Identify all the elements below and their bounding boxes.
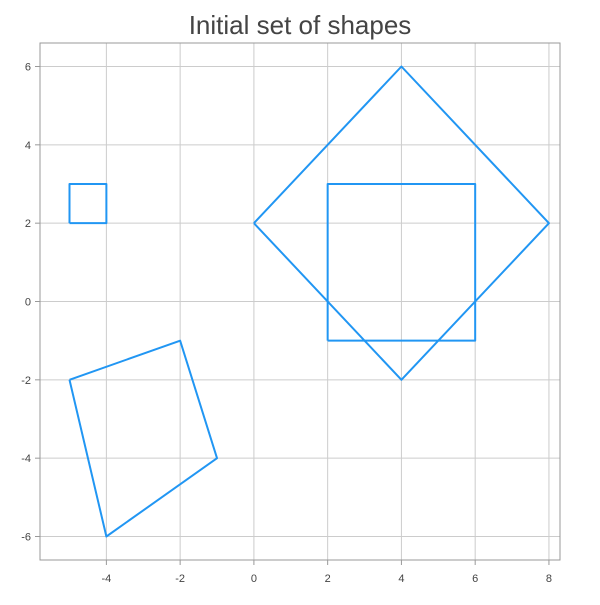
- y-tick-label: 4: [25, 140, 31, 152]
- x-tick-label: 4: [398, 573, 404, 585]
- y-tick-label: 0: [25, 297, 31, 309]
- y-tick-label: -4: [21, 453, 31, 465]
- shape-outline-3: [253, 65, 550, 381]
- x-tick-label: 6: [472, 573, 478, 585]
- x-tick-label: -2: [175, 573, 185, 585]
- x-tick-label: 8: [546, 573, 552, 585]
- x-tick-label: 2: [325, 573, 331, 585]
- tick-labels: -4 -2 0 2 4 6 8 -6 -4 -2 0 2 4 6: [21, 62, 552, 586]
- y-tick-label: -2: [21, 375, 31, 387]
- x-tick-label: 0: [251, 573, 257, 585]
- y-tick-label: 6: [25, 62, 31, 74]
- shapes: [68, 65, 550, 538]
- shape-outline-1: [68, 183, 108, 225]
- shape-outline-4: [68, 339, 219, 538]
- chart-title: Initial set of shapes: [188, 10, 412, 40]
- x-tick-label: -4: [101, 573, 111, 585]
- shape-outline-2: [326, 183, 477, 342]
- y-tick-label: -6: [21, 532, 31, 544]
- grid: [40, 43, 560, 560]
- y-tick-label: 2: [25, 218, 31, 230]
